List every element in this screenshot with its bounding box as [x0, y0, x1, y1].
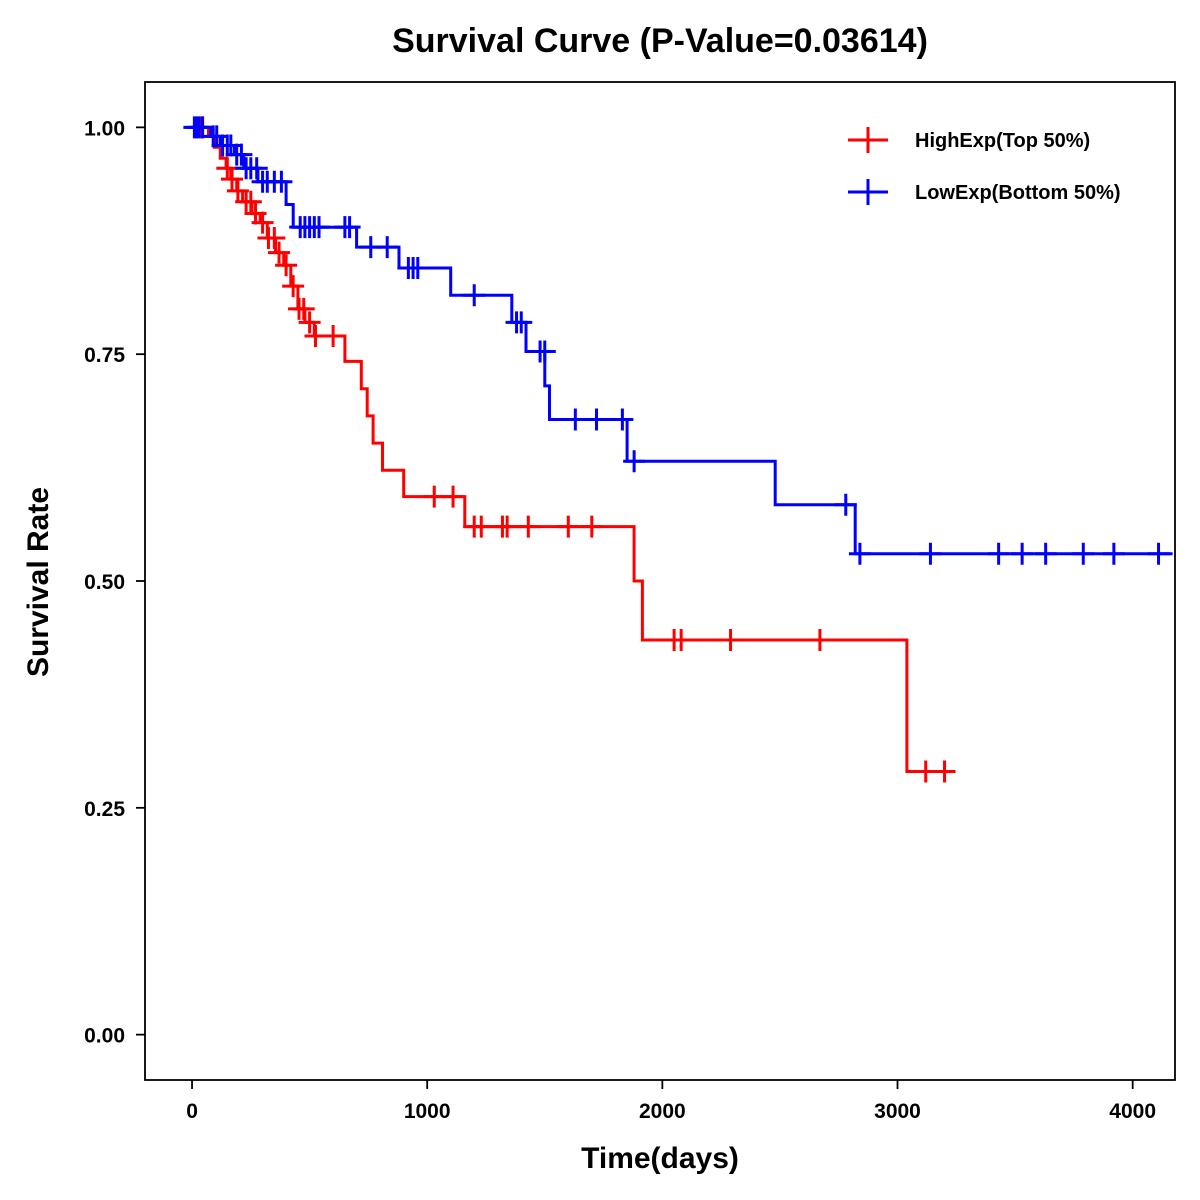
censor-mark	[442, 485, 465, 508]
censor-mark	[251, 211, 274, 234]
x-tick-label: 2000	[639, 1100, 686, 1123]
censor-mark	[623, 450, 646, 473]
censor-mark	[848, 542, 871, 565]
censor-mark	[611, 408, 634, 431]
censor-mark	[216, 157, 239, 180]
censor-mark	[1034, 542, 1057, 565]
censor-mark	[1072, 542, 1095, 565]
x-tick-label: 1000	[404, 1100, 451, 1123]
censor-mark	[463, 284, 486, 307]
censor-mark	[933, 760, 956, 783]
plot-area	[183, 116, 1173, 783]
censor-mark	[834, 493, 857, 516]
censor-mark	[533, 340, 556, 363]
legend-key-lowexp	[848, 179, 888, 205]
censor-mark	[221, 168, 244, 191]
legend-label-highexp: HighExp(Top 50%)	[915, 130, 1090, 152]
censor-mark	[808, 628, 831, 651]
x-tick-label: 0	[186, 1100, 198, 1123]
y-tick-label: 0.25	[84, 798, 125, 821]
censor-mark	[191, 116, 214, 139]
censor-mark	[406, 256, 429, 279]
x-axis-label: Time(days)	[581, 1142, 739, 1175]
censor-mark	[230, 143, 253, 166]
censor-mark	[670, 628, 693, 651]
y-tick-label: 1.00	[84, 117, 125, 140]
censor-mark	[338, 216, 361, 239]
censor-mark	[376, 236, 399, 259]
censor-mark	[914, 760, 937, 783]
censor-mark	[282, 275, 305, 298]
x-tick-label: 3000	[874, 1100, 921, 1123]
censor-mark	[496, 515, 519, 538]
censor-mark	[987, 542, 1010, 565]
censor-mark	[239, 190, 262, 213]
chart-title: Survival Curve (P-Value=0.03614)	[392, 22, 928, 60]
censor-mark	[919, 542, 942, 565]
censor-mark	[1102, 542, 1125, 565]
censor-mark	[245, 157, 268, 180]
censor-mark	[1147, 542, 1170, 565]
censor-mark	[268, 241, 291, 264]
y-tick-label: 0.75	[84, 344, 125, 367]
censor-mark	[275, 254, 298, 277]
censor-mark	[322, 325, 345, 348]
censor-mark	[1011, 542, 1034, 565]
censor-mark	[585, 408, 608, 431]
censor-mark	[510, 311, 533, 334]
legend-key-highexp	[848, 127, 888, 153]
legend-label-lowexp: LowExp(Bottom 50%)	[915, 182, 1121, 204]
censor-mark	[270, 170, 293, 193]
censor-mark	[557, 515, 580, 538]
censor-mark	[292, 297, 315, 320]
y-tick-label: 0.00	[84, 1025, 125, 1048]
censor-mark	[308, 216, 331, 239]
legend: HighExp(Top 50%) LowExp(Bottom 50%)	[848, 127, 1121, 205]
censor-mark	[564, 408, 587, 431]
censor-mark	[517, 515, 540, 538]
x-axis: 0 1000 2000 3000 4000	[186, 1080, 1156, 1123]
censor-mark	[263, 227, 286, 250]
y-axis: 0.00 0.25 0.50 0.75 1.00	[84, 117, 145, 1048]
x-tick-label: 4000	[1109, 1100, 1156, 1123]
censor-mark	[423, 485, 446, 508]
y-axis-label: Survival Rate	[22, 487, 55, 677]
censor-mark	[470, 515, 493, 538]
y-tick-label: 0.50	[84, 571, 125, 594]
censor-mark	[580, 515, 603, 538]
censor-mark	[719, 628, 742, 651]
censor-mark	[298, 311, 321, 334]
